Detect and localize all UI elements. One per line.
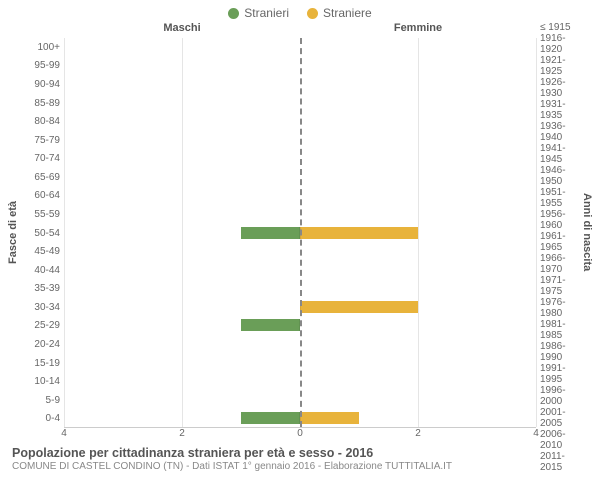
age-tick: 50-54 [20, 224, 60, 243]
center-line [300, 38, 302, 427]
caption: Popolazione per cittadinanza straniera p… [0, 442, 600, 472]
y-ticks-left: 100+95-9990-9485-8980-8475-7970-7465-696… [20, 22, 64, 442]
birth-tick: ≤ 1915 [540, 22, 580, 33]
birth-tick: 1986-1990 [540, 341, 580, 363]
age-tick: 75-79 [20, 131, 60, 150]
male-swatch [228, 8, 239, 19]
birth-tick: 1946-1950 [540, 165, 580, 187]
legend: Stranieri Straniere [0, 0, 600, 22]
bar-female [300, 412, 359, 424]
birth-tick: 1991-1995 [540, 363, 580, 385]
y-axis-left-label: Fasce di età [6, 22, 20, 442]
x-tick: 2 [415, 428, 421, 439]
age-tick: 85-89 [20, 94, 60, 113]
bar-female [300, 301, 418, 313]
x-tick: 2 [179, 428, 185, 439]
age-tick: 70-74 [20, 149, 60, 168]
birth-tick: 2011-2015 [540, 451, 580, 473]
birth-tick: 1996-2000 [540, 385, 580, 407]
legend-item-male: Stranieri [228, 6, 289, 20]
birth-tick: 1916-1920 [540, 33, 580, 55]
birth-tick: 1921-1925 [540, 55, 580, 77]
x-ticks: 4 2 0 2 4 [64, 428, 536, 442]
birth-tick: 1961-1965 [540, 231, 580, 253]
age-tick: 20-24 [20, 335, 60, 354]
chart-title: Popolazione per cittadinanza straniera p… [12, 446, 588, 460]
birth-tick: 1926-1930 [540, 77, 580, 99]
legend-female-label: Straniere [323, 6, 372, 20]
bar-male [241, 227, 300, 239]
x-tick: 4 [533, 428, 539, 439]
age-tick: 40-44 [20, 261, 60, 280]
header-male: Maschi [64, 22, 300, 38]
column-headers: Maschi Femmine [64, 22, 536, 38]
age-tick: 5-9 [20, 391, 60, 410]
birth-tick: 2006-2010 [540, 429, 580, 451]
age-tick: 95-99 [20, 57, 60, 76]
birth-tick: 1951-1955 [540, 187, 580, 209]
x-tick: 4 [61, 428, 67, 439]
legend-male-label: Stranieri [244, 6, 289, 20]
birth-tick: 1956-1960 [540, 209, 580, 231]
age-tick: 35-39 [20, 280, 60, 299]
y-axis-right-label: Anni di nascita [580, 22, 594, 442]
legend-item-female: Straniere [307, 6, 372, 20]
age-tick: 100+ [20, 38, 60, 57]
age-tick: 60-64 [20, 187, 60, 206]
birth-tick: 2001-2005 [540, 407, 580, 429]
y-ticks-right: ≤ 19151916-19201921-19251926-19301931-19… [536, 22, 580, 442]
grid [64, 38, 536, 428]
bar-male [241, 412, 300, 424]
age-tick: 10-14 [20, 372, 60, 391]
age-tick: 45-49 [20, 242, 60, 261]
birth-tick: 1976-1980 [540, 297, 580, 319]
age-tick: 80-84 [20, 112, 60, 131]
birth-tick: 1981-1985 [540, 319, 580, 341]
age-tick: 65-69 [20, 168, 60, 187]
chart-subtitle: COMUNE DI CASTEL CONDINO (TN) - Dati IST… [12, 461, 588, 472]
bar-male [241, 319, 300, 331]
age-tick: 30-34 [20, 298, 60, 317]
age-tick: 90-94 [20, 75, 60, 94]
age-tick: 0-4 [20, 410, 60, 429]
birth-tick: 1941-1945 [540, 143, 580, 165]
chart: Fasce di età 100+95-9990-9485-8980-8475-… [0, 22, 600, 442]
x-tick: 0 [297, 428, 303, 439]
birth-tick: 1936-1940 [540, 121, 580, 143]
age-tick: 25-29 [20, 317, 60, 336]
birth-tick: 1931-1935 [540, 99, 580, 121]
birth-tick: 1971-1975 [540, 275, 580, 297]
female-swatch [307, 8, 318, 19]
age-tick: 15-19 [20, 354, 60, 373]
plot-area: Maschi Femmine 4 2 0 2 4 [64, 22, 536, 442]
age-tick: 55-59 [20, 205, 60, 224]
bar-female [300, 227, 418, 239]
header-female: Femmine [300, 22, 536, 38]
birth-tick: 1966-1970 [540, 253, 580, 275]
